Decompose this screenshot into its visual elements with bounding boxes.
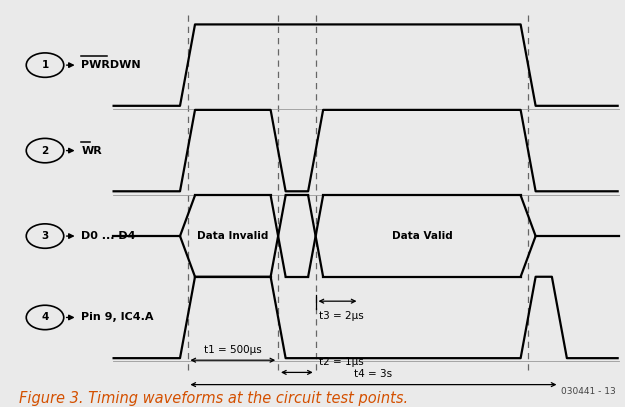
Text: t4 = 3s: t4 = 3s — [354, 369, 392, 379]
Text: t3 = 2μs: t3 = 2μs — [319, 311, 364, 322]
Text: 2: 2 — [41, 146, 49, 155]
Text: Data Valid: Data Valid — [391, 231, 452, 241]
Text: t2 = 1μs: t2 = 1μs — [319, 357, 364, 367]
Text: Figure 3. Timing waveforms at the circuit test points.: Figure 3. Timing waveforms at the circui… — [19, 391, 408, 405]
Text: D0 ... D4: D0 ... D4 — [81, 231, 136, 241]
Text: WR: WR — [81, 146, 102, 155]
Text: 3: 3 — [41, 231, 49, 241]
Text: 4: 4 — [41, 313, 49, 322]
Text: 030441 - 13: 030441 - 13 — [561, 387, 616, 396]
Text: PWRDWN: PWRDWN — [81, 60, 141, 70]
Text: Data Invalid: Data Invalid — [197, 231, 269, 241]
Text: 1: 1 — [41, 60, 49, 70]
Text: t1 = 500μs: t1 = 500μs — [204, 345, 262, 355]
Text: Pin 9, IC4.A: Pin 9, IC4.A — [81, 313, 154, 322]
